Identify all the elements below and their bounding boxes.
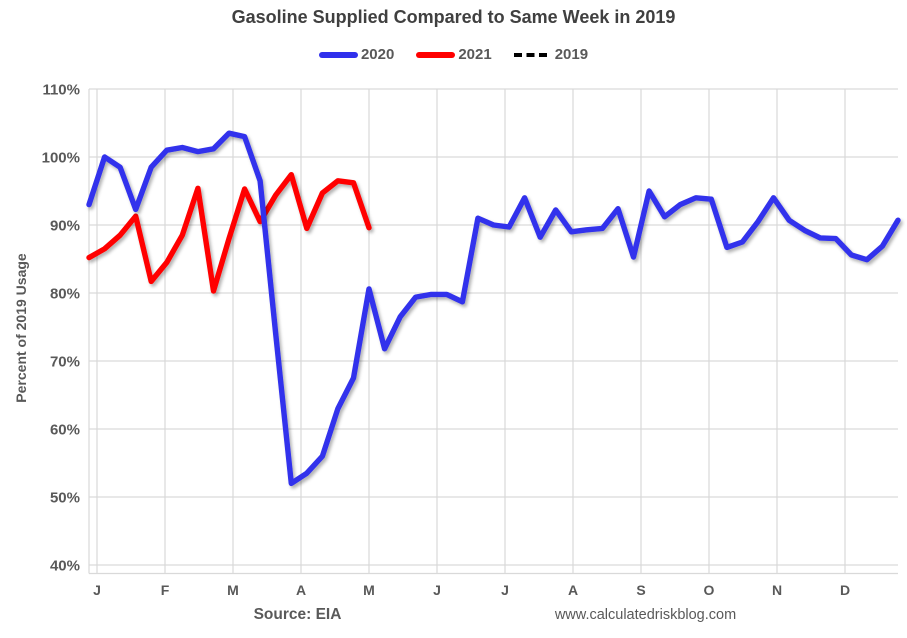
chart-title: Gasoline Supplied Compared to Same Week … bbox=[231, 7, 676, 27]
legend-label-2020: 2020 bbox=[360, 46, 395, 63]
x-tick-label: O bbox=[704, 582, 715, 598]
y-tick-label: 40% bbox=[50, 558, 80, 575]
y-tick-label: 100% bbox=[42, 150, 80, 167]
legend-item-2019: 2019 bbox=[513, 46, 589, 63]
x-tick-label: A bbox=[296, 582, 306, 598]
x-tick-label: M bbox=[227, 582, 239, 598]
line-2020 bbox=[86, 130, 901, 487]
source-label: Source: EIA bbox=[253, 606, 342, 623]
line-2021 bbox=[86, 171, 372, 294]
y-tick-label: 60% bbox=[50, 422, 80, 439]
x-tick-label: A bbox=[568, 582, 578, 598]
y-tick-label: 80% bbox=[50, 286, 80, 303]
gridlines bbox=[88, 88, 898, 575]
x-tick-label: D bbox=[840, 582, 850, 598]
legend-swatch-2021-line-icon bbox=[416, 51, 456, 58]
website-link[interactable]: www.calculatedriskblog.com bbox=[554, 607, 737, 623]
x-tick-label: J bbox=[433, 582, 441, 598]
legend-swatch-2020-line-icon bbox=[318, 51, 358, 58]
x-tick-label: J bbox=[501, 582, 509, 598]
y-tick-label: 90% bbox=[50, 218, 80, 235]
y-tick-label: 50% bbox=[50, 490, 80, 507]
legend-label-2021: 2021 bbox=[458, 46, 492, 63]
y-tick-label: 70% bbox=[50, 354, 80, 371]
x-tick-label: S bbox=[636, 582, 645, 598]
legend-item-2020: 2020 bbox=[318, 46, 395, 63]
legend-item-2021: 2021 bbox=[416, 46, 492, 63]
y-tick-labels: 110% 100% 90% 80% 70% 60% 50% 40% bbox=[42, 82, 80, 575]
x-tick-label: M bbox=[363, 582, 375, 598]
x-tick-label: F bbox=[161, 582, 170, 598]
legend-label-2019: 2019 bbox=[554, 46, 589, 63]
x-tick-label: N bbox=[772, 582, 782, 598]
x-tick-label: J bbox=[93, 582, 101, 598]
legend-swatch-2019-dash-icon bbox=[513, 52, 547, 57]
legend: 2020 2021 2019 bbox=[0, 46, 907, 63]
y-tick-label: 110% bbox=[42, 82, 80, 99]
